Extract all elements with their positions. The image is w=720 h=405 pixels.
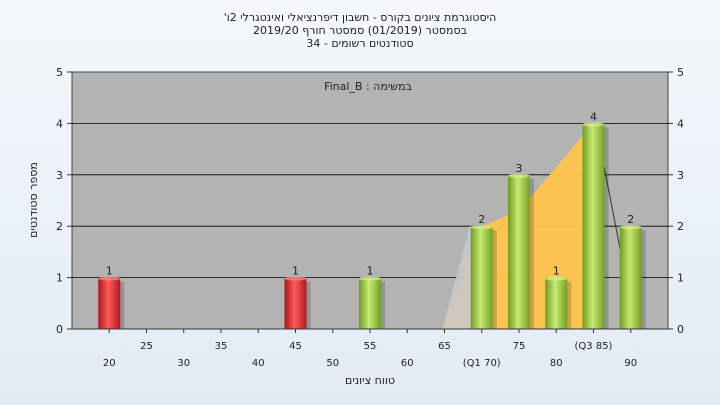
bar-value-label-20: 1 [106,265,113,278]
x-tick-label-65: 65 [438,341,451,352]
y-axis-label: מספר סטודנטים [27,162,40,238]
x-tick-label-85: (Q3 85) [575,341,613,352]
y-tick-label-right-0: 0 [677,323,684,336]
bar-75 [508,174,530,329]
chart-title: היסטוגרמת ציונים בקורס - חשבון דיפרנציאל… [224,11,497,50]
bar-45 [284,277,307,329]
bar-55 [359,277,381,329]
bar-cap-55 [359,276,381,281]
y-tick-label-left-4: 4 [56,117,63,130]
bar-80 [545,277,568,329]
x-tick-label-60: 60 [401,358,414,369]
bar-20 [98,277,121,329]
x-tick-label-75: 75 [513,341,526,352]
y-tick-label-right-1: 1 [677,272,684,285]
y-tick-label-left-3: 3 [56,169,63,182]
bar-value-label-70: 2 [478,213,485,226]
bar-cap-20 [98,276,121,281]
chart-annotation: במשימה : Final_B [324,80,412,93]
bar-90 [619,226,642,329]
bar-value-label-90: 2 [627,213,634,226]
x-tick-label-80: 80 [550,358,563,369]
bar-cap-90 [619,225,642,230]
chart-title-line-2: בסמסטר (01/2019) סמסטר חורף 2019/20 [253,24,467,37]
bar-85 [582,123,605,330]
x-tick-label-50: 50 [326,358,339,369]
y-tick-label-right-3: 3 [677,169,684,182]
bar-cap-75 [508,173,530,178]
x-tick-label-25: 25 [140,341,153,352]
x-tick-label-20: 20 [103,358,116,369]
y-tick-label-left-5: 5 [56,66,63,79]
chart-title-line-3: סטודנטים רשומים - 34 [306,37,413,50]
chart-title-line-1: היסטוגרמת ציונים בקורס - חשבון דיפרנציאל… [224,11,497,24]
y-tick-label-right-2: 2 [677,220,684,233]
y-tick-label-left-1: 1 [56,272,63,285]
y-tick-label-right-5: 5 [677,66,684,79]
bar-70 [470,226,493,329]
bar-cap-45 [284,276,307,281]
bar-cap-85 [582,122,605,127]
bar-value-label-55: 1 [367,265,374,278]
x-tick-label-90: 90 [624,358,637,369]
bars [98,122,646,330]
x-tick-label-45: 45 [289,341,302,352]
y-tick-label-right-4: 4 [677,117,684,130]
x-tick-label-35: 35 [215,341,228,352]
bar-value-label-45: 1 [292,265,299,278]
x-tick-label-40: 40 [252,358,265,369]
quartile-trend-line [601,153,624,263]
bar-value-label-85: 4 [590,110,597,123]
x-tick-label-30: 30 [177,358,190,369]
bar-cap-70 [470,225,493,230]
y-tick-label-left-0: 0 [56,323,63,336]
axes: 0 01 12 23 34 45 525 35 45 55 65 75 (Q3 85)20 30 40 50 6… [56,66,684,369]
bar-value-label-75: 3 [516,162,523,175]
bar-cap-80 [545,276,568,281]
bar-value-label-80: 1 [553,265,560,278]
x-axis-label: טווח ציונים [345,374,395,387]
x-tick-label-55: 55 [364,341,377,352]
bar-value-labels: 1 1 1 2 3 1 4 2 [106,110,635,277]
x-tick-label-70: (Q1 70) [463,358,501,369]
y-tick-label-left-2: 2 [56,220,63,233]
